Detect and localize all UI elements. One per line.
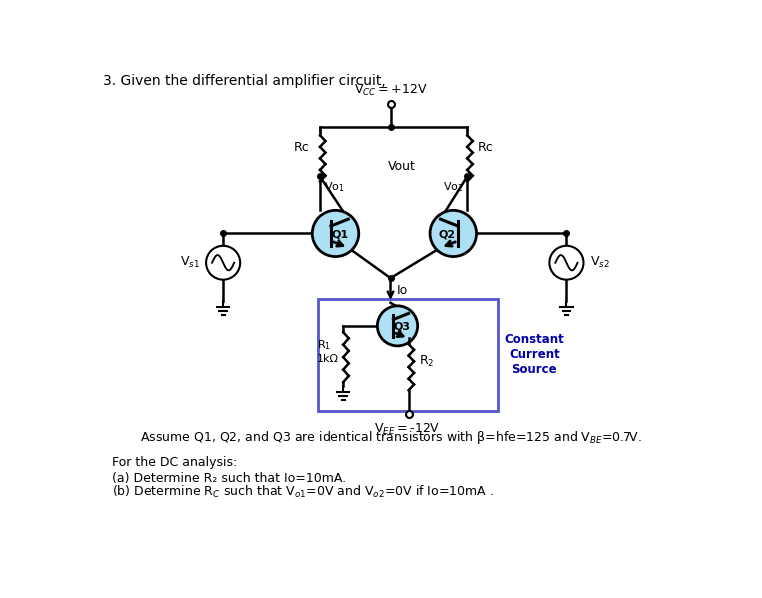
Text: R$_1$
1kΩ: R$_1$ 1kΩ xyxy=(316,338,338,364)
Text: (a) Determine R₂ such that Io=10mA.: (a) Determine R₂ such that Io=10mA. xyxy=(112,472,347,485)
Text: Q1: Q1 xyxy=(331,230,349,240)
Text: Rc: Rc xyxy=(478,142,494,154)
Text: Rc: Rc xyxy=(293,142,309,154)
Text: V$_{CC}$ = +12V: V$_{CC}$ = +12V xyxy=(354,83,427,98)
Text: Assume Q1, Q2, and Q3 are identical transistors with β=hfe=125 and V$_{BE}$=0.7V: Assume Q1, Q2, and Q3 are identical tran… xyxy=(139,429,642,446)
Text: V$_{EE}$ = -12V: V$_{EE}$ = -12V xyxy=(374,422,440,437)
Text: V$_{s1}$: V$_{s1}$ xyxy=(180,255,200,270)
Circle shape xyxy=(377,306,418,346)
Text: Vout: Vout xyxy=(387,160,415,173)
Circle shape xyxy=(312,210,359,257)
Text: Constant
Current
Source: Constant Current Source xyxy=(504,333,564,376)
Text: Q2: Q2 xyxy=(439,230,456,240)
Text: (b) Determine R$_C$ such that V$_{o1}$=0V and V$_{o2}$=0V if Io=10mA .: (b) Determine R$_C$ such that V$_{o1}$=0… xyxy=(112,484,495,501)
Text: For the DC analysis:: For the DC analysis: xyxy=(112,456,238,469)
Text: R$_2$: R$_2$ xyxy=(419,354,435,369)
Text: Vo$_2$: Vo$_2$ xyxy=(443,181,463,194)
Bar xyxy=(319,299,498,411)
Text: Vo$_1$: Vo$_1$ xyxy=(324,181,344,194)
Text: Io: Io xyxy=(397,284,408,297)
Text: V$_{s2}$: V$_{s2}$ xyxy=(590,255,610,270)
Text: 3. Given the differential amplifier circuit,: 3. Given the differential amplifier circ… xyxy=(103,74,386,88)
Text: Q3: Q3 xyxy=(393,322,411,332)
Circle shape xyxy=(549,246,584,280)
Circle shape xyxy=(206,246,240,280)
Circle shape xyxy=(430,210,476,257)
